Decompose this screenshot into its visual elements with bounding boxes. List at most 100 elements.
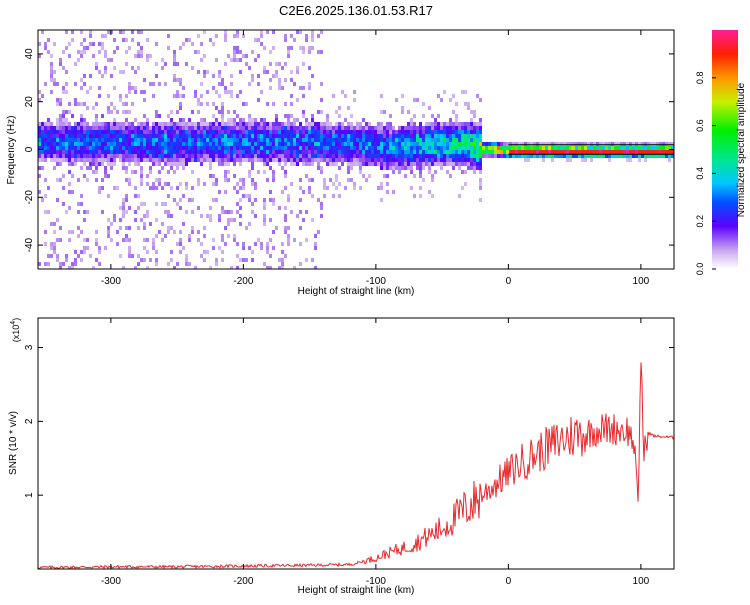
spectrogram-cell bbox=[197, 230, 200, 234]
spectrogram-cell bbox=[125, 38, 128, 42]
spectrogram-cell bbox=[359, 186, 362, 190]
spectrogram-cell bbox=[140, 54, 143, 58]
spectrogram-cell bbox=[359, 150, 362, 154]
spectrogram-cell bbox=[425, 150, 428, 154]
spectrogram-cell bbox=[254, 146, 257, 150]
spectrogram-cell bbox=[185, 258, 188, 262]
spectrogram-cell bbox=[125, 234, 128, 238]
spectrogram-cell bbox=[386, 150, 389, 154]
spectrogram-cell bbox=[245, 146, 248, 150]
spectrogram-cell bbox=[107, 122, 110, 126]
spectrogram-cell bbox=[332, 154, 335, 158]
spectrogram-cell bbox=[266, 162, 269, 166]
spectrogram-cell bbox=[110, 138, 113, 142]
spectrogram-cell bbox=[629, 150, 632, 154]
spectrogram-cell bbox=[668, 142, 671, 146]
spectrogram-cell bbox=[209, 266, 212, 269]
spectrogram-cell bbox=[146, 266, 149, 269]
spectrogram-cell bbox=[455, 154, 458, 158]
spectrogram-cell bbox=[470, 158, 473, 162]
spectrogram-cell bbox=[50, 126, 53, 130]
spectrogram-cell bbox=[365, 122, 368, 126]
spectrogram-cell bbox=[323, 130, 326, 134]
spectrogram-cell bbox=[104, 166, 107, 170]
spectrogram-cell bbox=[215, 118, 218, 122]
spectrogram-cell bbox=[227, 178, 230, 182]
spectrogram-cell bbox=[101, 150, 104, 154]
spectrogram-cell bbox=[59, 102, 62, 106]
spectrogram-cell bbox=[209, 206, 212, 210]
spectrogram-cell bbox=[128, 130, 131, 134]
spectrogram-cell bbox=[56, 134, 59, 138]
spectrogram-cell bbox=[137, 134, 140, 138]
spectrogram-cell bbox=[236, 94, 239, 98]
spectrogram-cell bbox=[371, 142, 374, 146]
spectrogram-cell bbox=[41, 154, 44, 158]
spectrogram-cell bbox=[203, 122, 206, 126]
spectrogram-cell bbox=[62, 174, 65, 178]
spectrogram-cell bbox=[383, 110, 386, 114]
spectrogram-cell bbox=[155, 110, 158, 114]
spectrogram-cell bbox=[182, 118, 185, 122]
spectrogram-cell bbox=[539, 150, 542, 154]
spectrogram-cell bbox=[170, 138, 173, 142]
spectrogram-cell bbox=[122, 214, 125, 218]
spectrogram-cell bbox=[194, 94, 197, 98]
spectrogram-cell bbox=[542, 142, 545, 146]
spectrogram-cell bbox=[65, 154, 68, 158]
spectrogram-cell bbox=[389, 130, 392, 134]
spectrogram-cell bbox=[299, 134, 302, 138]
spectrogram-cell bbox=[221, 206, 224, 210]
spectrogram-cell bbox=[407, 138, 410, 142]
spectrogram-cell bbox=[98, 138, 101, 142]
spectrogram-cell bbox=[458, 158, 461, 162]
spectrogram-cell bbox=[449, 126, 452, 130]
spectrogram-cell bbox=[50, 122, 53, 126]
spectrogram-cell bbox=[533, 146, 536, 150]
spectrogram-cell bbox=[74, 162, 77, 166]
spectrogram-cell bbox=[212, 126, 215, 130]
spectrogram-cell bbox=[59, 226, 62, 230]
spectrogram-cell bbox=[155, 126, 158, 130]
spectrogram-cell bbox=[311, 194, 314, 198]
spectrogram-cell bbox=[146, 118, 149, 122]
spectrogram-cell bbox=[590, 154, 593, 158]
spectrogram-cell bbox=[326, 158, 329, 162]
spectrogram-cell bbox=[374, 142, 377, 146]
spectrogram-cell bbox=[299, 178, 302, 182]
spectrogram-cell bbox=[185, 182, 188, 186]
spectrogram-cell bbox=[158, 130, 161, 134]
spectrogram-cell bbox=[431, 142, 434, 146]
spectrogram-cell bbox=[599, 142, 602, 146]
spectrogram-cell bbox=[218, 122, 221, 126]
spectrogram-cell bbox=[509, 146, 512, 150]
spectrogram-cell bbox=[197, 142, 200, 146]
spectrogram-cell bbox=[161, 222, 164, 226]
spectrogram-cell bbox=[53, 250, 56, 254]
spectrogram-cell bbox=[155, 178, 158, 182]
spectrogram-cell bbox=[467, 166, 470, 170]
spectrogram-cell bbox=[254, 158, 257, 162]
spectrogram-cell bbox=[434, 130, 437, 134]
spectrogram-cell bbox=[641, 150, 644, 154]
spectrogram-cell bbox=[317, 110, 320, 114]
spectrogram-cell bbox=[101, 114, 104, 118]
spectrogram-cell bbox=[236, 254, 239, 258]
spectrogram-cell bbox=[311, 146, 314, 150]
spectrogram-cell bbox=[257, 134, 260, 138]
spectrogram-cell bbox=[353, 142, 356, 146]
spectrogram-cell bbox=[224, 38, 227, 42]
spectrogram-cell bbox=[62, 262, 65, 266]
spectrogram-cell bbox=[311, 74, 314, 78]
spectrogram-cell bbox=[110, 162, 113, 166]
spectrogram-cell bbox=[296, 214, 299, 218]
spectrogram-cell bbox=[260, 158, 263, 162]
spectrogram-cell bbox=[659, 146, 662, 150]
spectrogram-cell bbox=[83, 238, 86, 242]
spectrogram-cell bbox=[272, 138, 275, 142]
spectrogram-cell bbox=[92, 158, 95, 162]
spectrogram-cell bbox=[47, 146, 50, 150]
y-tick-label: 1 bbox=[24, 492, 35, 498]
spectrogram-cell bbox=[656, 150, 659, 154]
spectrogram-cell bbox=[455, 102, 458, 106]
